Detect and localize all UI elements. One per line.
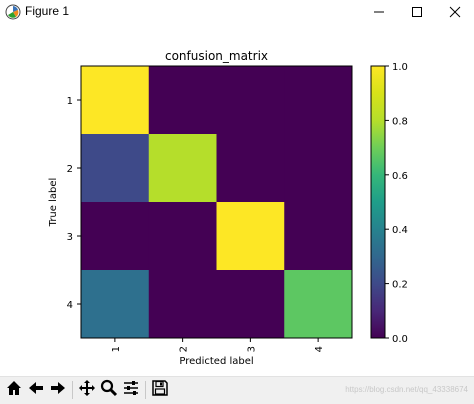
y-axis-label: True label (48, 178, 59, 228)
maximize-button[interactable] (398, 0, 436, 24)
minimize-icon (373, 3, 385, 22)
colorbar-tick-label: 1.0 (392, 62, 408, 73)
zoom-button[interactable] (99, 379, 119, 401)
window-title: Figure 1 (25, 4, 70, 18)
colorbar-tick-label: 0.4 (392, 225, 408, 236)
home-button[interactable] (4, 380, 24, 400)
heatmap-cell (284, 270, 353, 339)
home-icon (5, 379, 23, 401)
x-axis-label: Predicted label (179, 356, 253, 367)
y-tick-label: 3 (67, 232, 73, 243)
matplotlib-app-icon (5, 4, 21, 20)
toolbar-separator (145, 381, 146, 399)
colorbar-tick-label: 0.2 (392, 280, 408, 291)
heatmap-cell (216, 134, 285, 203)
y-tick-label: 4 (67, 300, 73, 311)
colorbar (370, 65, 386, 339)
magnifier-icon (100, 379, 118, 401)
colorbar-tick-label: 0.8 (392, 116, 408, 127)
close-icon (449, 3, 461, 22)
colorbar-tick-label: 0.6 (392, 171, 408, 182)
back-button[interactable] (26, 380, 46, 400)
heatmap-cell (216, 202, 285, 271)
colorbar-tick-label: 0.0 (392, 334, 408, 345)
heatmap-cell (148, 202, 217, 271)
heatmap-cell (284, 202, 353, 271)
minimize-button[interactable] (360, 0, 398, 24)
close-button[interactable] (436, 0, 474, 24)
watermark-text: https://blog.csdn.net/qq_43338674 (345, 385, 468, 394)
x-tick-label: 3 (246, 346, 257, 352)
floppy-disk-icon (151, 379, 169, 401)
x-tick-label: 1 (111, 346, 122, 352)
confusion-matrix-chart: 1 2 3 4 1 2 3 4 confusion_matrix Predicted lab… (48, 49, 408, 367)
y-tick-label: 2 (67, 164, 73, 175)
x-tick-label: 2 (179, 346, 190, 352)
heatmap-cell (81, 134, 150, 203)
pan-button[interactable] (77, 380, 97, 400)
heatmap-cell (81, 202, 150, 271)
arrow-left-icon (27, 379, 45, 401)
window-titlebar: Figure 1 (0, 0, 474, 24)
chart-title: confusion_matrix (165, 49, 268, 63)
heatmap-cell (81, 270, 150, 339)
navigation-toolbar: https://blog.csdn.net/qq_43338674 (0, 376, 474, 404)
sliders-icon (122, 379, 140, 401)
forward-button[interactable] (48, 380, 68, 400)
plot-frame (80, 65, 353, 339)
toolbar-separator (72, 381, 73, 399)
heatmap-cell (148, 134, 217, 203)
heatmap-cell (216, 66, 285, 135)
heatmap-cell (148, 66, 217, 135)
maximize-icon (411, 3, 423, 22)
figure-canvas[interactable]: 1 2 3 4 1 2 3 4 confusion_matrix Predicted lab… (0, 24, 474, 376)
configure-subplots-button[interactable] (121, 380, 141, 400)
y-tick-label: 1 (67, 96, 73, 107)
heatmap-cell (148, 270, 217, 339)
move-icon (78, 379, 96, 401)
heatmap-cell (284, 134, 353, 203)
save-figure-button[interactable] (150, 380, 170, 400)
x-tick-label: 4 (314, 346, 325, 352)
arrow-right-icon (49, 379, 67, 401)
heatmap-cell (81, 66, 150, 135)
heatmap-cell (284, 66, 353, 135)
heatmap-cell (216, 270, 285, 339)
